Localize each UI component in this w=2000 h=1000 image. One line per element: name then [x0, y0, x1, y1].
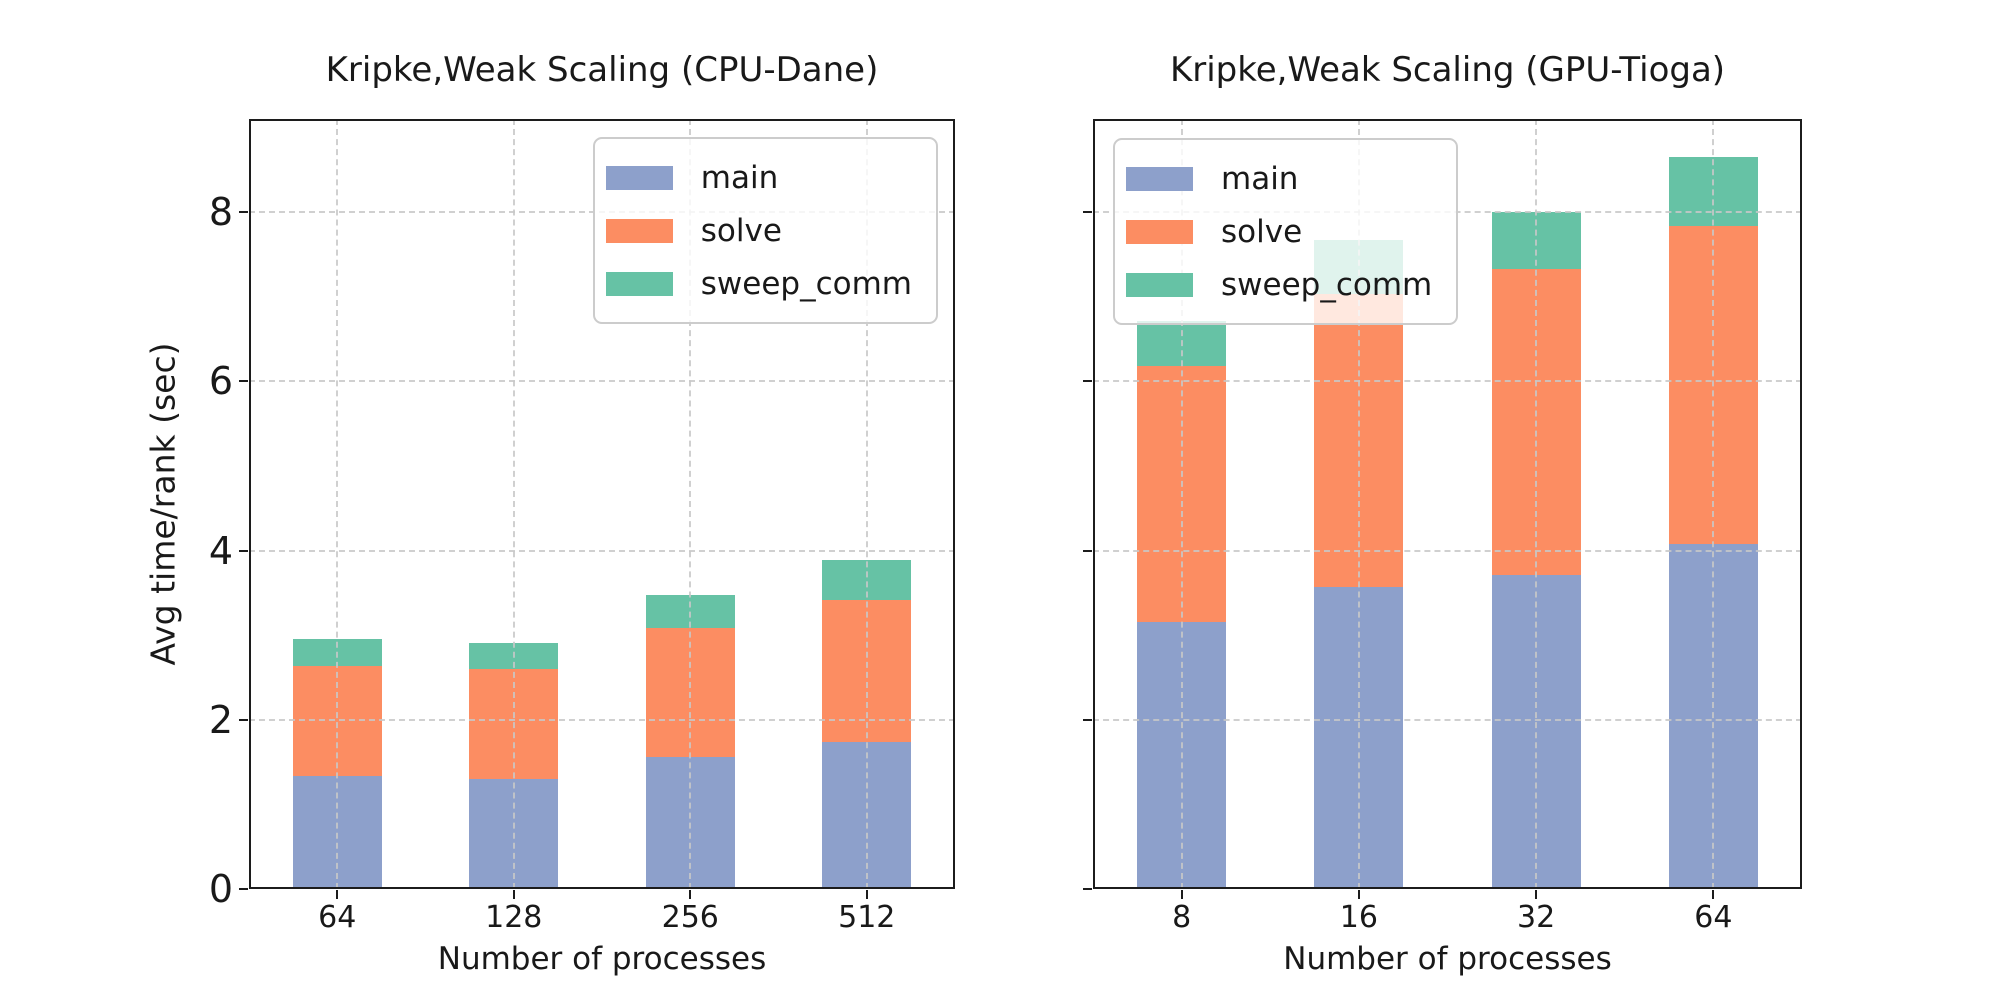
gridline-y-2: [1093, 718, 1802, 721]
y-tick-label-2: 2: [208, 697, 233, 742]
x-tick-label-128: 128: [485, 900, 543, 935]
legend-swatch-sweep_comm: [605, 271, 673, 296]
x-axis-label: Number of processes: [1283, 941, 1612, 977]
y-tick-label-6: 6: [208, 359, 233, 404]
y-tick-label-4: 4: [208, 528, 233, 573]
legend-swatch-sweep_comm: [1126, 272, 1193, 297]
x-tick-mark-256: [689, 890, 692, 899]
y-tick-mark-2: [1083, 718, 1092, 721]
gridline-x-128: [512, 119, 515, 889]
y-tick-label-0: 0: [208, 867, 233, 911]
y-tick-mark-8: [239, 211, 248, 214]
legend-item-main: main: [605, 151, 912, 204]
gridline-x-32: [1535, 119, 1538, 889]
legend-label-solve: solve: [700, 212, 782, 249]
gridline-x-64: [336, 119, 339, 889]
legend-swatch-solve: [605, 218, 673, 243]
x-tick-label-32: 32: [1517, 900, 1556, 935]
x-tick-mark-64: [1712, 890, 1715, 899]
legend-label-solve: solve: [1221, 213, 1303, 250]
gridline-x-16: [1357, 119, 1360, 889]
gridline-x-256: [689, 119, 692, 889]
legend-swatch-main: [605, 165, 673, 190]
y-tick-mark-4: [1083, 549, 1092, 552]
y-tick-label-8: 8: [208, 190, 233, 235]
legend-label-main: main: [700, 159, 779, 196]
gridline-x-512: [865, 119, 868, 889]
legend-swatch-main: [1126, 166, 1193, 191]
x-tick-mark-32: [1535, 890, 1538, 899]
y-tick-mark-4: [239, 549, 248, 552]
y-tick-mark-0: [239, 888, 248, 890]
x-tick-label-256: 256: [661, 900, 719, 935]
chart-gpu-tioga: Kripke,Weak Scaling (GPU-Tioga) Number o…: [1083, 50, 1802, 977]
y-tick-mark-6: [1083, 380, 1092, 383]
legend-item-main: main: [1126, 152, 1432, 205]
y-tick-mark-8: [1083, 211, 1092, 214]
gridline-y-4: [249, 549, 955, 552]
x-tick-label-64: 64: [318, 900, 357, 935]
legend-label-sweep_comm: sweep_comm: [1221, 266, 1433, 303]
legend-item-solve: solve: [1126, 205, 1432, 258]
legend-swatch-solve: [1126, 219, 1193, 244]
y-tick-mark-2: [239, 718, 248, 721]
legend: main solve sweep_comm: [1113, 138, 1459, 325]
x-tick-label-8: 8: [1172, 900, 1192, 935]
legend-label-main: main: [1221, 160, 1299, 197]
gridline-x-8: [1180, 119, 1183, 889]
x-tick-mark-512: [865, 890, 868, 899]
y-tick-mark-6: [239, 380, 248, 383]
legend-item-sweep_comm: sweep_comm: [1126, 258, 1432, 311]
gridline-y-6: [1093, 380, 1802, 383]
x-tick-label-64: 64: [1694, 900, 1733, 935]
gridline-y-2: [249, 718, 955, 721]
x-tick-mark-16: [1357, 890, 1360, 899]
chart-title: Kripke,Weak Scaling (CPU-Dane): [325, 50, 879, 90]
x-tick-mark-8: [1180, 890, 1183, 899]
legend-item-sweep_comm: sweep_comm: [605, 257, 912, 310]
gridline-y-4: [1093, 549, 1802, 552]
gridline-x-64: [1712, 119, 1715, 889]
legend-label-sweep_comm: sweep_comm: [700, 265, 912, 302]
gridline-y-6: [249, 380, 955, 383]
x-axis-label: Number of processes: [437, 941, 767, 977]
x-tick-mark-128: [512, 890, 515, 899]
x-tick-mark-64: [336, 890, 339, 899]
y-tick-mark-0: [1083, 888, 1092, 890]
x-tick-label-512: 512: [838, 900, 896, 935]
chart-cpu-dane: Kripke,Weak Scaling (CPU-Dane) Avg time/…: [144, 50, 955, 977]
legend: main solve sweep_comm: [592, 137, 938, 324]
chart-title: Kripke,Weak Scaling (GPU-Tioga): [1169, 50, 1726, 90]
legend-item-solve: solve: [605, 204, 912, 257]
x-tick-label-16: 16: [1339, 900, 1378, 935]
